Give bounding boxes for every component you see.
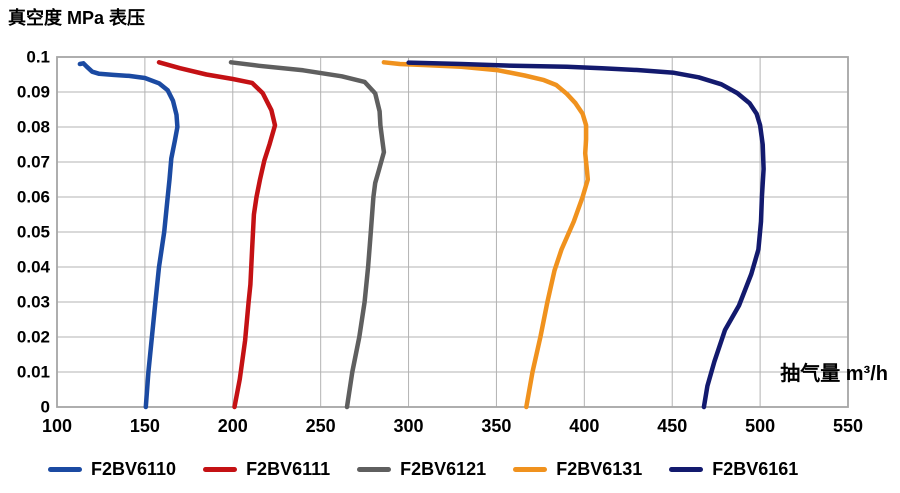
legend-line-swatch-icon bbox=[357, 466, 392, 472]
legend-line-swatch-icon bbox=[203, 466, 238, 472]
y-tick-label: 0.09 bbox=[16, 82, 50, 102]
x-tick-label: 550 bbox=[832, 416, 864, 436]
series-curve-F2BV6161 bbox=[406, 60, 766, 410]
y-tick-label: 0.01 bbox=[16, 362, 50, 382]
legend-line-swatch-icon bbox=[669, 466, 704, 472]
x-tick-label: 400 bbox=[569, 416, 600, 436]
y-tick-label: 0.02 bbox=[16, 327, 50, 347]
y-tick-label: 0.1 bbox=[26, 47, 50, 67]
legend-line-swatch-icon bbox=[513, 466, 548, 472]
x-axis-label: 抽气量 m³/h bbox=[780, 363, 888, 385]
x-tick-label: 300 bbox=[393, 416, 424, 436]
legend-item-F2BV6111: F2BV6111 bbox=[203, 460, 330, 478]
series-curve-F2BV6110 bbox=[77, 61, 180, 410]
y-tick-label: 0.07 bbox=[16, 152, 50, 172]
y-tick-label: 0.08 bbox=[16, 117, 50, 137]
plot-border bbox=[56, 56, 849, 408]
x-tick-label: 500 bbox=[745, 416, 776, 436]
legend-label: F2BV6161 bbox=[712, 459, 799, 479]
series-curve-F2BV6111 bbox=[156, 60, 278, 410]
series-curve-F2BV6121 bbox=[228, 60, 387, 410]
legend-item-F2BV6110: F2BV6110 bbox=[48, 460, 176, 478]
x-tick-label: 250 bbox=[305, 416, 336, 436]
legend: F2BV6110 F2BV6111 F2BV6121 F2BV6131 F2BV6161 bbox=[48, 460, 798, 478]
x-tick-label: 100 bbox=[41, 416, 73, 436]
legend-label: F2BV6121 bbox=[400, 459, 487, 479]
x-tick-label: 200 bbox=[217, 416, 248, 436]
x-tick-label: 350 bbox=[481, 416, 512, 436]
x-tick-label: 150 bbox=[129, 416, 160, 436]
legend-label: F2BV6110 bbox=[91, 459, 177, 479]
legend-line-swatch-icon bbox=[48, 466, 82, 472]
y-tick-label: 0.05 bbox=[16, 222, 50, 242]
legend-label: F2BV6131 bbox=[556, 459, 643, 479]
y-tick-label: 0.06 bbox=[16, 187, 50, 207]
legend-item-F2BV6131: F2BV6131 bbox=[513, 460, 642, 478]
legend-label: F2BV6111 bbox=[246, 459, 331, 479]
chart-title: 真空度 MPa 表压 bbox=[8, 8, 146, 28]
y-tick-label: 0.03 bbox=[16, 292, 50, 312]
x-tick-label: 450 bbox=[657, 416, 688, 436]
y-tick-label: 0.04 bbox=[16, 257, 50, 277]
series-curve-F2BV6131 bbox=[381, 60, 591, 410]
legend-item-F2BV6121: F2BV6121 bbox=[357, 460, 486, 478]
y-tick-label: 0 bbox=[40, 397, 50, 417]
legend-item-F2BV6161: F2BV6161 bbox=[669, 460, 798, 478]
